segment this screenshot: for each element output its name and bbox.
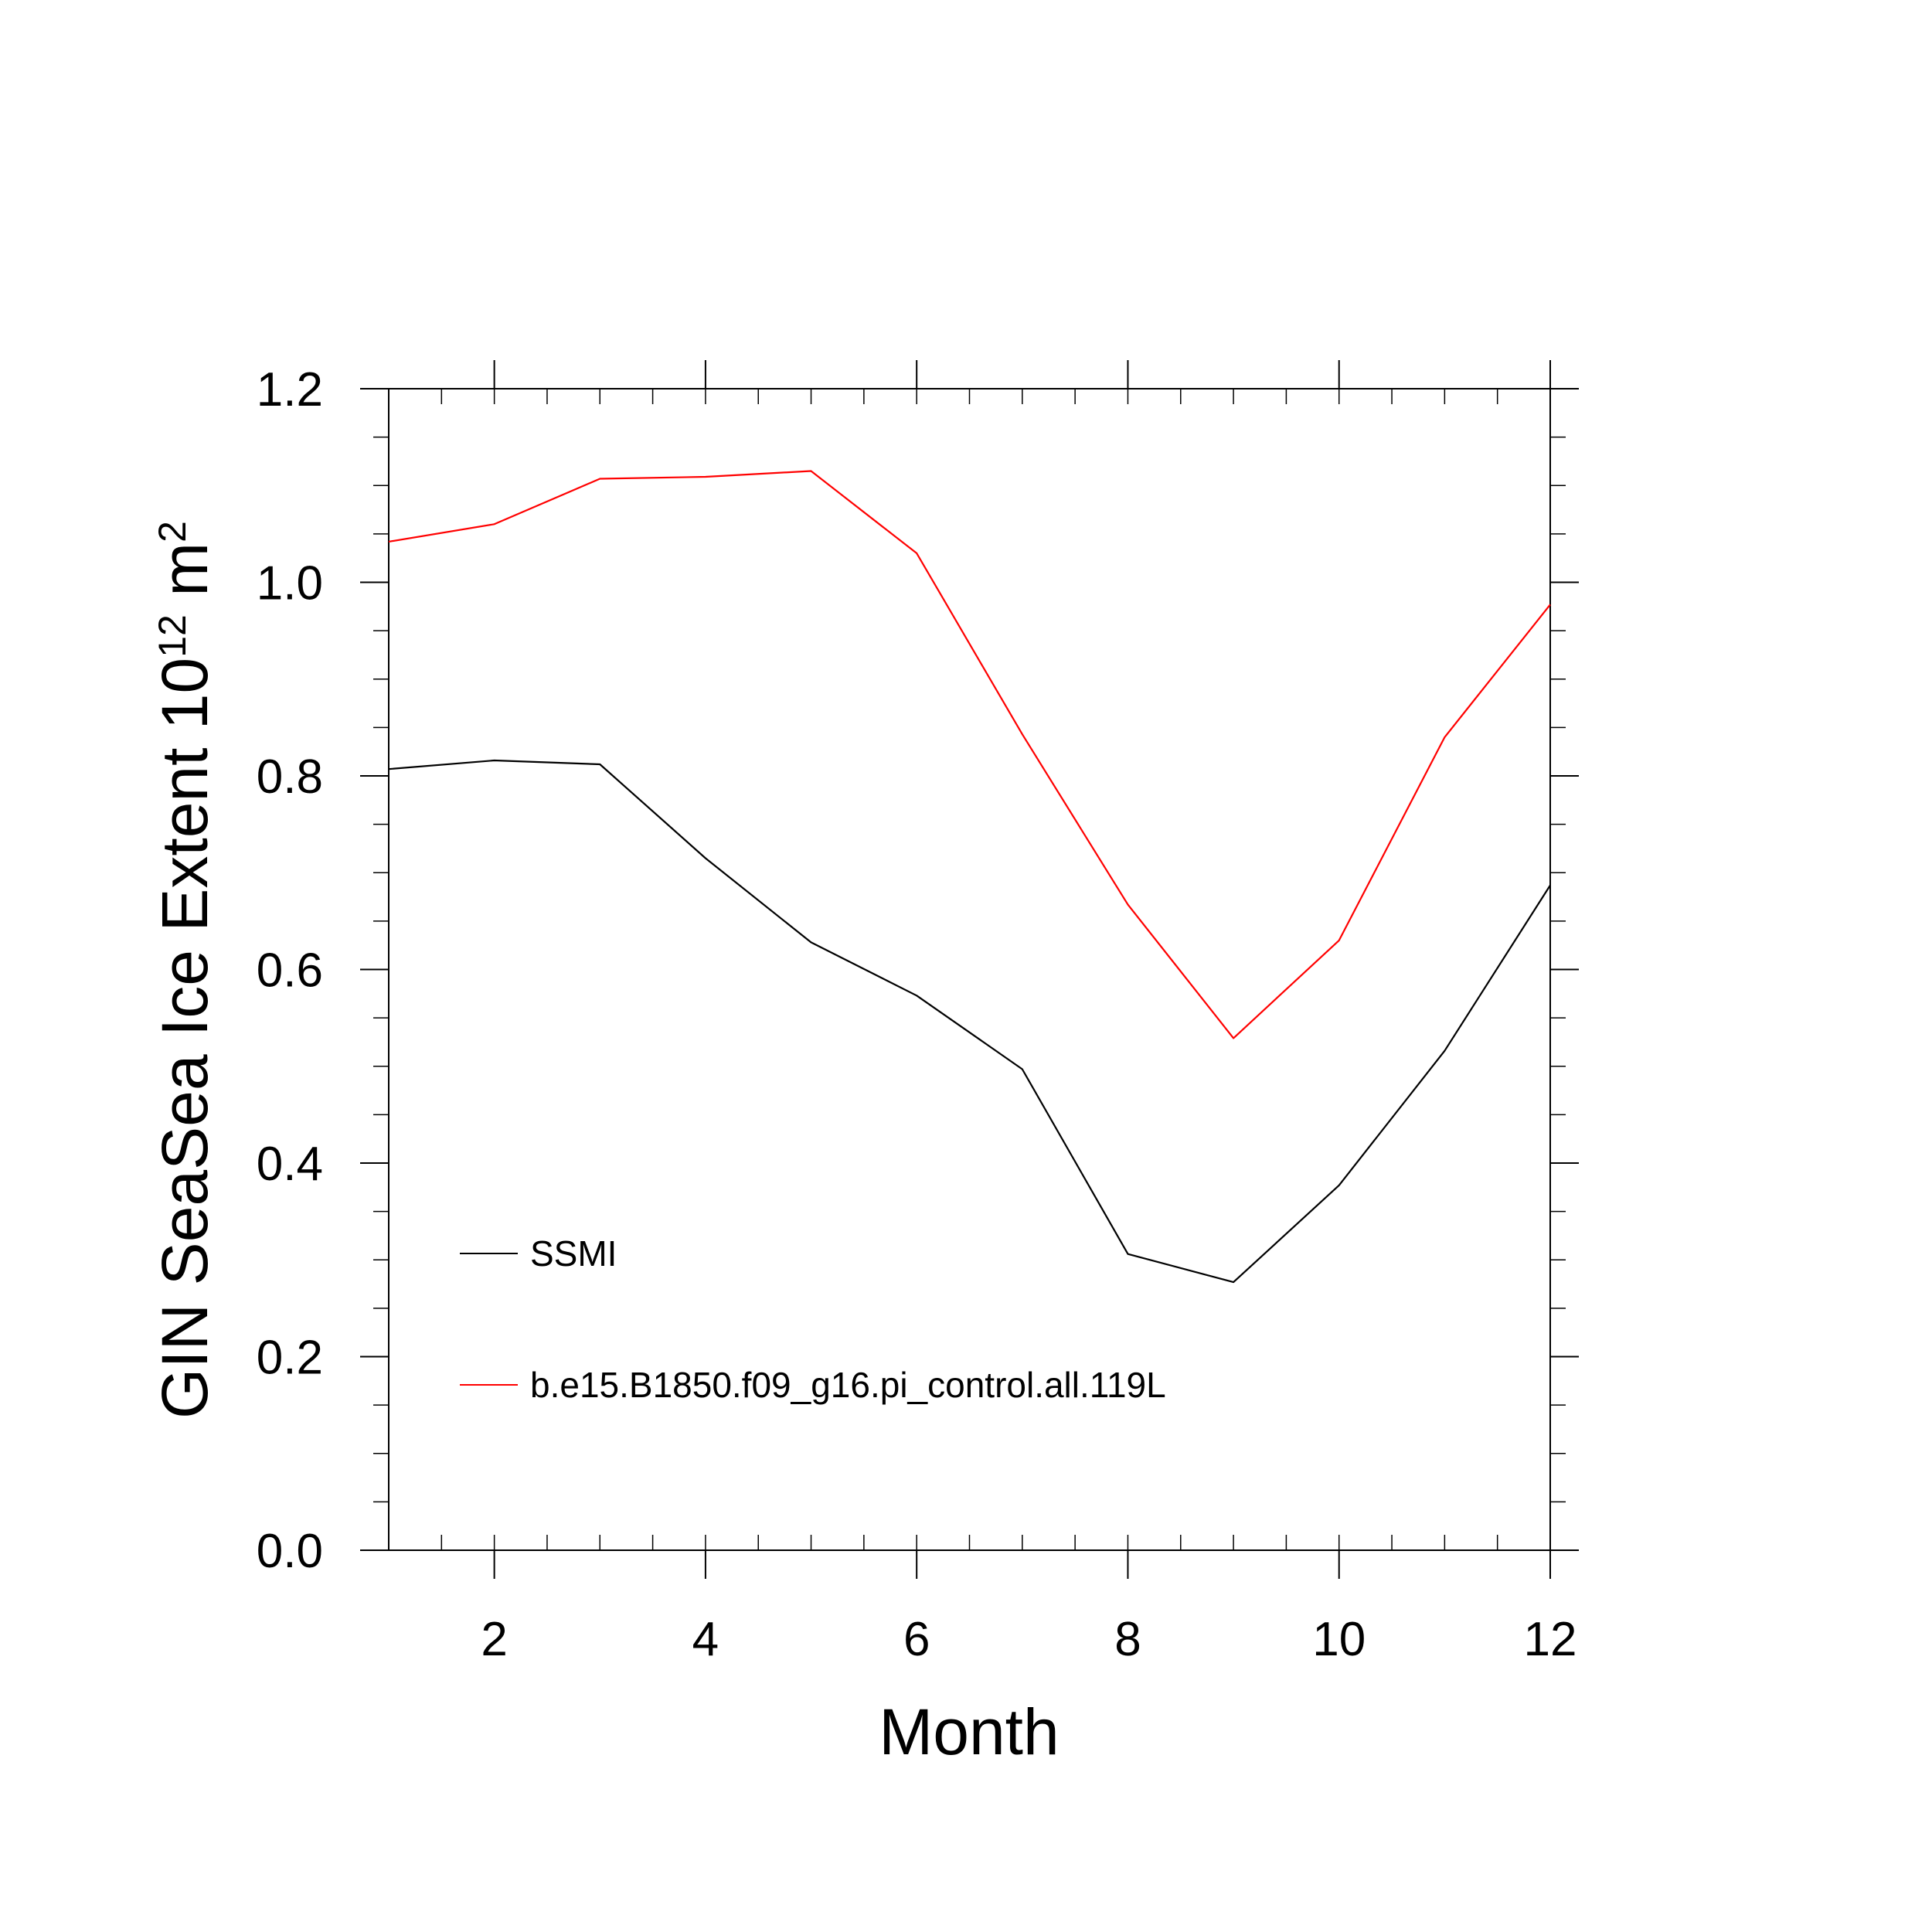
x-tick-label: 8 bbox=[1114, 1613, 1141, 1666]
y-tick-label: 0.8 bbox=[257, 750, 323, 804]
y-tick-label: 0.4 bbox=[257, 1138, 323, 1191]
x-tick-label: 12 bbox=[1524, 1613, 1577, 1666]
series-line-ssmi bbox=[388, 759, 1551, 1284]
x-tick-label: 6 bbox=[903, 1613, 930, 1666]
minor-ticks bbox=[373, 388, 1566, 1551]
y-tick-label: 1.2 bbox=[257, 363, 323, 417]
y-axis-title-main: GIN SeaSea Ice Extent 10 bbox=[148, 658, 221, 1419]
series-line-model bbox=[388, 470, 1551, 1039]
y-tick-label: 0.0 bbox=[257, 1525, 323, 1578]
major-ticks bbox=[360, 360, 1579, 1579]
legend: SSMI b.e15.B1850.f09_g16.pi_control.all.… bbox=[460, 1233, 1166, 1405]
legend-label-ssmi: SSMI bbox=[530, 1233, 617, 1274]
x-tick-label: 10 bbox=[1312, 1613, 1366, 1666]
x-tick-label: 2 bbox=[481, 1613, 507, 1666]
y-tick-labels: 0.0 0.2 0.4 0.6 0.8 1.0 1.2 bbox=[257, 363, 323, 1578]
y-axis-title-exp: 12 bbox=[151, 614, 194, 658]
y-tick-label: 1.0 bbox=[257, 557, 323, 611]
series-lines bbox=[388, 470, 1551, 1284]
y-axis-title: GIN SeaSea Ice Extent 1012 m2 bbox=[148, 521, 221, 1419]
y-axis-title-unit: m bbox=[148, 543, 221, 614]
y-tick-label: 0.6 bbox=[257, 944, 323, 998]
y-axis-title-unit-exp: 2 bbox=[151, 521, 194, 543]
legend-label-model: b.e15.B1850.f09_g16.pi_control.all.119L bbox=[530, 1365, 1166, 1405]
x-tick-label: 4 bbox=[692, 1613, 719, 1666]
y-tick-label: 0.2 bbox=[257, 1332, 323, 1385]
x-axis-title: Month bbox=[879, 1696, 1059, 1768]
x-tick-labels: 2 4 6 8 10 12 bbox=[481, 1613, 1577, 1666]
